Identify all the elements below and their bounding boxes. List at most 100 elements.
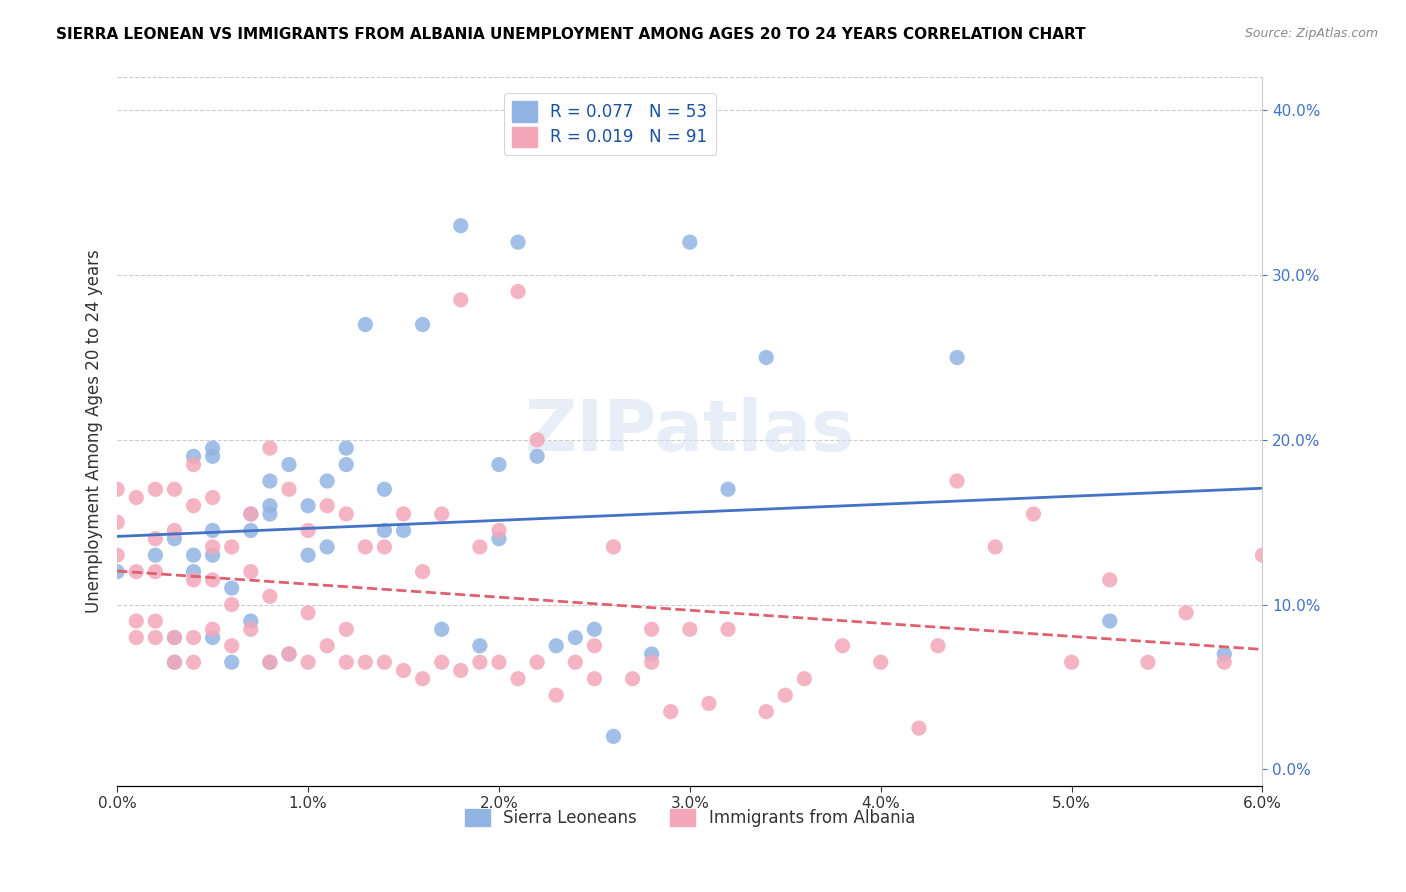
Point — [183, 499, 205, 513]
Point — [373, 540, 395, 554]
Point — [526, 450, 548, 464]
Point — [468, 639, 491, 653]
Point — [259, 474, 281, 488]
Text: SIERRA LEONEAN VS IMMIGRANTS FROM ALBANIA UNEMPLOYMENT AMONG AGES 20 TO 24 YEARS: SIERRA LEONEAN VS IMMIGRANTS FROM ALBANI… — [56, 27, 1085, 42]
Point — [201, 631, 224, 645]
Point — [621, 672, 644, 686]
Point — [335, 441, 357, 455]
Point — [163, 631, 186, 645]
Point — [221, 581, 243, 595]
Point — [946, 351, 969, 365]
Legend: Sierra Leoneans, Immigrants from Albania: Sierra Leoneans, Immigrants from Albania — [458, 803, 921, 834]
Point — [602, 540, 624, 554]
Point — [145, 483, 167, 497]
Point — [373, 655, 395, 669]
Point — [316, 639, 339, 653]
Point — [546, 639, 568, 653]
Point — [239, 614, 262, 628]
Point — [125, 614, 148, 628]
Point — [316, 540, 339, 554]
Point — [793, 672, 815, 686]
Point — [335, 458, 357, 472]
Text: Source: ZipAtlas.com: Source: ZipAtlas.com — [1244, 27, 1378, 40]
Point — [659, 705, 682, 719]
Point — [450, 664, 472, 678]
Point — [201, 491, 224, 505]
Point — [1060, 655, 1083, 669]
Point — [201, 573, 224, 587]
Point — [602, 730, 624, 744]
Point — [105, 483, 128, 497]
Point — [278, 483, 301, 497]
Point — [430, 507, 453, 521]
Point — [259, 441, 281, 455]
Point — [183, 565, 205, 579]
Point — [297, 499, 319, 513]
Point — [430, 622, 453, 636]
Point — [640, 655, 662, 669]
Point — [163, 524, 186, 538]
Point — [488, 532, 510, 546]
Point — [488, 524, 510, 538]
Point — [583, 622, 606, 636]
Point — [946, 474, 969, 488]
Point — [163, 631, 186, 645]
Point — [755, 705, 778, 719]
Point — [316, 474, 339, 488]
Point — [679, 235, 702, 249]
Point — [468, 540, 491, 554]
Point — [1022, 507, 1045, 521]
Point — [412, 672, 434, 686]
Point — [450, 293, 472, 307]
Point — [183, 458, 205, 472]
Point — [239, 507, 262, 521]
Point — [984, 540, 1007, 554]
Point — [183, 655, 205, 669]
Point — [430, 655, 453, 669]
Point — [201, 450, 224, 464]
Point — [105, 548, 128, 562]
Point — [1213, 647, 1236, 661]
Point — [927, 639, 949, 653]
Point — [1098, 573, 1121, 587]
Point — [1175, 606, 1198, 620]
Point — [640, 622, 662, 636]
Point — [546, 688, 568, 702]
Point — [1098, 614, 1121, 628]
Point — [145, 548, 167, 562]
Point — [201, 540, 224, 554]
Point — [297, 524, 319, 538]
Point — [259, 655, 281, 669]
Point — [1251, 548, 1274, 562]
Point — [145, 565, 167, 579]
Point — [105, 515, 128, 529]
Point — [145, 631, 167, 645]
Point — [831, 639, 853, 653]
Point — [679, 622, 702, 636]
Point — [297, 606, 319, 620]
Point — [412, 565, 434, 579]
Point — [506, 235, 529, 249]
Point — [488, 458, 510, 472]
Point — [163, 655, 186, 669]
Point — [221, 540, 243, 554]
Point — [201, 622, 224, 636]
Point — [373, 524, 395, 538]
Point — [526, 655, 548, 669]
Point — [259, 655, 281, 669]
Point — [239, 622, 262, 636]
Point — [297, 548, 319, 562]
Point — [717, 483, 740, 497]
Point — [316, 499, 339, 513]
Point — [278, 647, 301, 661]
Point — [1213, 655, 1236, 669]
Point — [412, 318, 434, 332]
Point — [373, 483, 395, 497]
Point — [392, 664, 415, 678]
Point — [278, 458, 301, 472]
Point — [755, 351, 778, 365]
Point — [583, 672, 606, 686]
Point — [506, 672, 529, 686]
Point — [183, 631, 205, 645]
Point — [354, 318, 377, 332]
